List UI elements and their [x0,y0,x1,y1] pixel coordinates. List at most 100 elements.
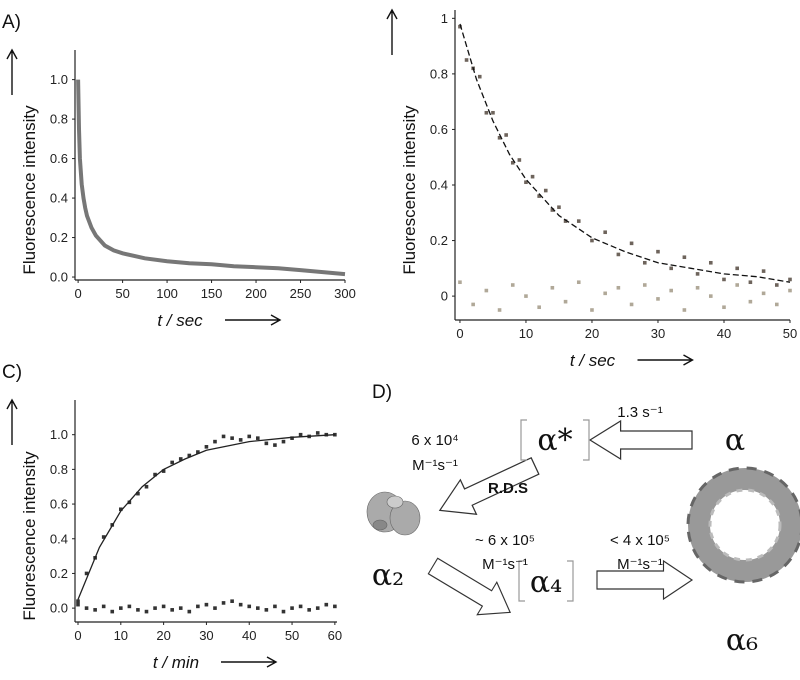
species: α₂ [372,558,404,593]
data-line [76,79,346,277]
data-point [543,188,548,193]
x-axis-label: t / min [153,653,199,672]
data-point [187,609,192,614]
data-point [484,110,489,115]
y-tick-label: 0.6 [50,497,68,512]
y-tick-label: 1.0 [50,72,68,87]
data-point [550,285,555,290]
data-point [616,252,621,257]
data-point [230,599,234,603]
x-tick-label: 30 [199,628,213,643]
y-tick-label: 0.8 [50,112,68,127]
data-point [774,302,779,307]
x-tick-label: 20 [585,326,599,341]
data-point [290,606,294,610]
data-point [333,604,337,609]
data-point [458,280,462,285]
data-point [247,604,252,609]
data-point [537,194,541,198]
data-point [178,606,183,610]
x-axis-label: t / sec [570,351,616,370]
data-point [761,291,766,296]
data-line [459,23,791,283]
y-tick-label: 0 [441,289,448,304]
data-point [761,269,766,273]
protein-hexamer [686,466,800,584]
data-point [84,606,89,610]
data-point [477,74,482,79]
axis-arrow [6,48,18,95]
data-point [324,602,329,607]
data-point [161,469,166,473]
data-point [695,285,700,290]
x-tick-label: 50 [115,286,129,301]
data-point [682,308,687,312]
data-point [464,58,469,62]
axis-arrow [637,354,694,366]
rds-label: R.D.S [488,480,528,497]
x-axis-label: t / sec [157,311,203,330]
x-tick-label: 0 [456,326,463,341]
y-tick-label: 0.0 [50,270,68,285]
arrow [438,457,540,516]
rate-unit: M⁻¹s⁻¹ [482,556,528,573]
data-point [557,205,561,210]
data-point [642,260,647,265]
y-tick-label: 0.8 [50,462,68,477]
chart: B)00.20.40.60.8101020304050Fluorescence … [386,8,797,370]
data-point [84,571,89,576]
data-point [550,208,555,212]
data-point [735,283,739,287]
data-point [491,110,495,115]
x-tick-label: 10 [114,628,128,643]
data-point [748,299,753,304]
data-point [722,277,726,282]
bracket [518,560,574,602]
data-point [616,285,621,290]
data-point [669,266,673,271]
rate: 6 x 10⁴ [411,432,458,449]
x-tick-label: 150 [201,286,223,301]
data-point [682,255,687,260]
data-point [221,601,226,605]
data-point [497,135,502,140]
chart: A) 0.0 0.2 0.4 0.6 0.8 1.0 0 50 100 150 200 250 300 Fl… [2,12,356,330]
x-tick-label: 40 [242,628,256,643]
x-tick-label: 30 [651,326,665,341]
y-axis-label: Fluorescence intensity [20,451,39,621]
data-point [735,266,739,271]
x-tick-label: 0 [74,286,81,301]
data-point [748,280,753,285]
axis-arrow [225,314,282,326]
data-point [524,180,528,185]
data-point [213,439,217,444]
data-point [298,604,303,609]
bracket [520,419,590,461]
arrow [427,557,512,616]
y-tick-label: 0.6 [430,122,448,137]
x-tick-label: 40 [717,326,731,341]
data-point [708,294,713,298]
x-tick-label: 0 [74,628,81,643]
data-point [238,438,243,442]
data-point [230,436,234,440]
data-point [76,599,80,603]
y-tick-label: 0.0 [50,601,68,616]
species: α* [537,423,572,458]
data-point [576,219,581,223]
data-point [110,609,115,614]
data-point [153,606,157,610]
x-tick-label: 10 [519,326,533,341]
data-point [170,608,174,612]
rate: 1.3 s⁻¹ [617,404,662,421]
data-point [290,436,294,440]
panel-label: A) [2,12,21,33]
data-point [722,305,726,310]
y-tick-label: 0.4 [50,191,68,206]
data-point [315,431,320,435]
y-axis-label: Fluorescence intensity [20,105,39,275]
data-point [256,436,260,440]
data-point [213,606,217,610]
data-point [76,602,80,607]
data-point [708,260,713,265]
